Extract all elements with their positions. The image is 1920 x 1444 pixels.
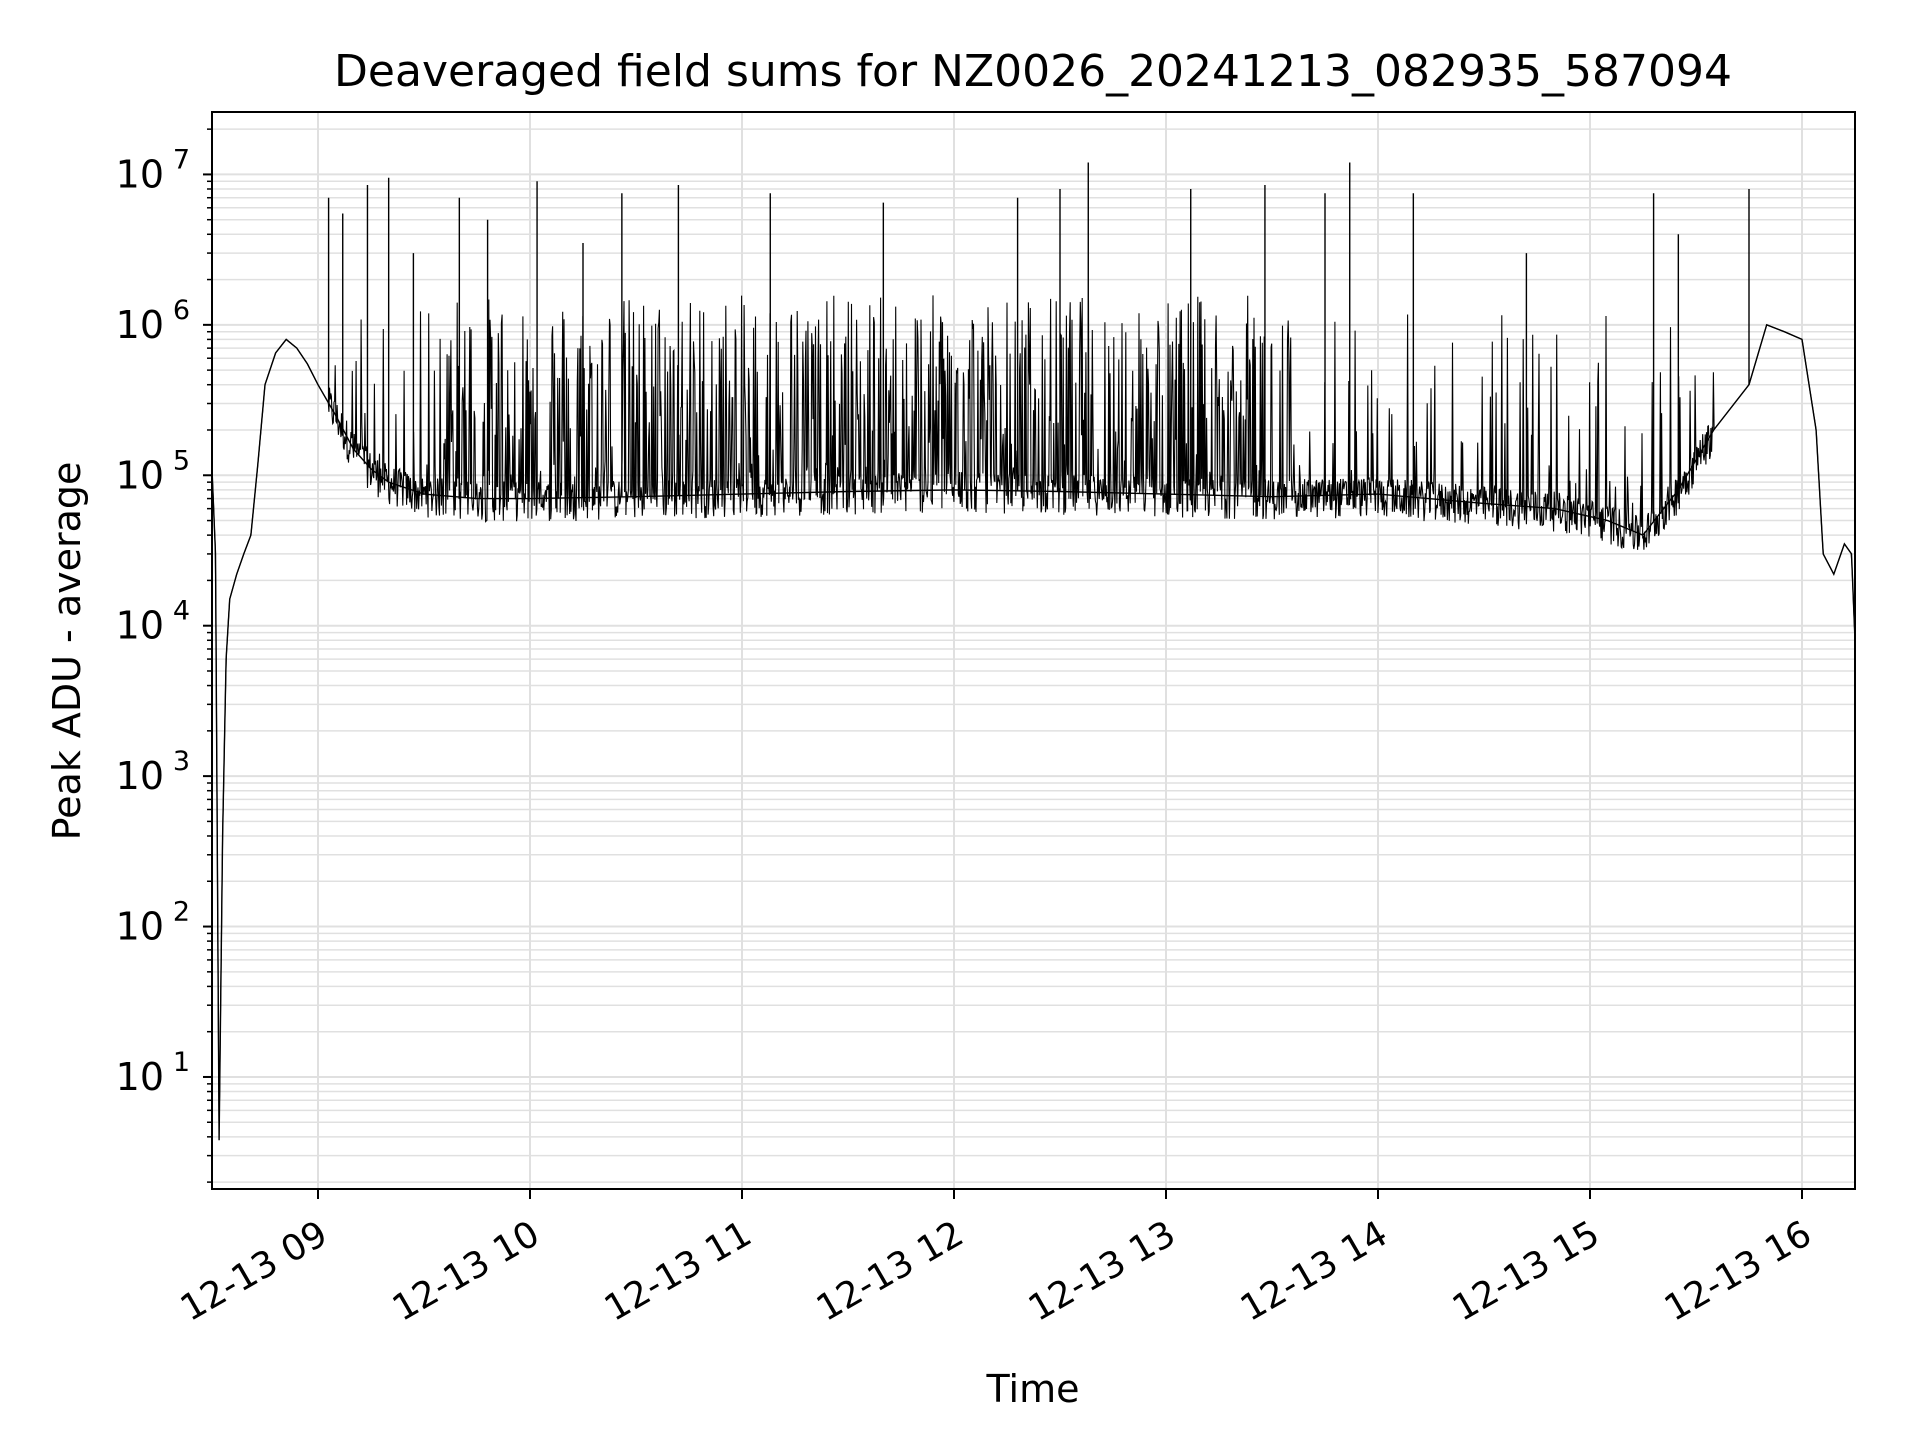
- y-tick-exponent: 4: [173, 596, 190, 627]
- y-tick-exponent: 2: [173, 897, 190, 928]
- y-tick-label: 10: [116, 754, 164, 798]
- y-tick-label: 10: [116, 152, 164, 196]
- series-layer: [211, 162, 1856, 1141]
- x-axis-label: Time: [986, 1367, 1080, 1411]
- chart-title: Deaveraged field sums for NZ0026_2024121…: [334, 46, 1732, 97]
- y-tick-exponent: 6: [173, 295, 190, 326]
- series-noise-trace: [211, 295, 1856, 1122]
- y-tick-exponent: 1: [173, 1047, 190, 1078]
- y-tick-exponent: 5: [173, 445, 190, 476]
- y-tick-exponent: 7: [173, 144, 190, 175]
- y-axis-label: Peak ADU - average: [45, 462, 89, 841]
- y-tick-exponent: 3: [173, 746, 190, 777]
- y-tick-label: 10: [116, 604, 164, 648]
- y-tick-label: 10: [116, 453, 164, 497]
- y-tick-label: 10: [116, 303, 164, 347]
- y-tick-label: 10: [116, 1055, 164, 1099]
- y-tick-label: 10: [116, 905, 164, 949]
- plot-frame: [211, 111, 1856, 1190]
- grid: [212, 112, 1855, 1189]
